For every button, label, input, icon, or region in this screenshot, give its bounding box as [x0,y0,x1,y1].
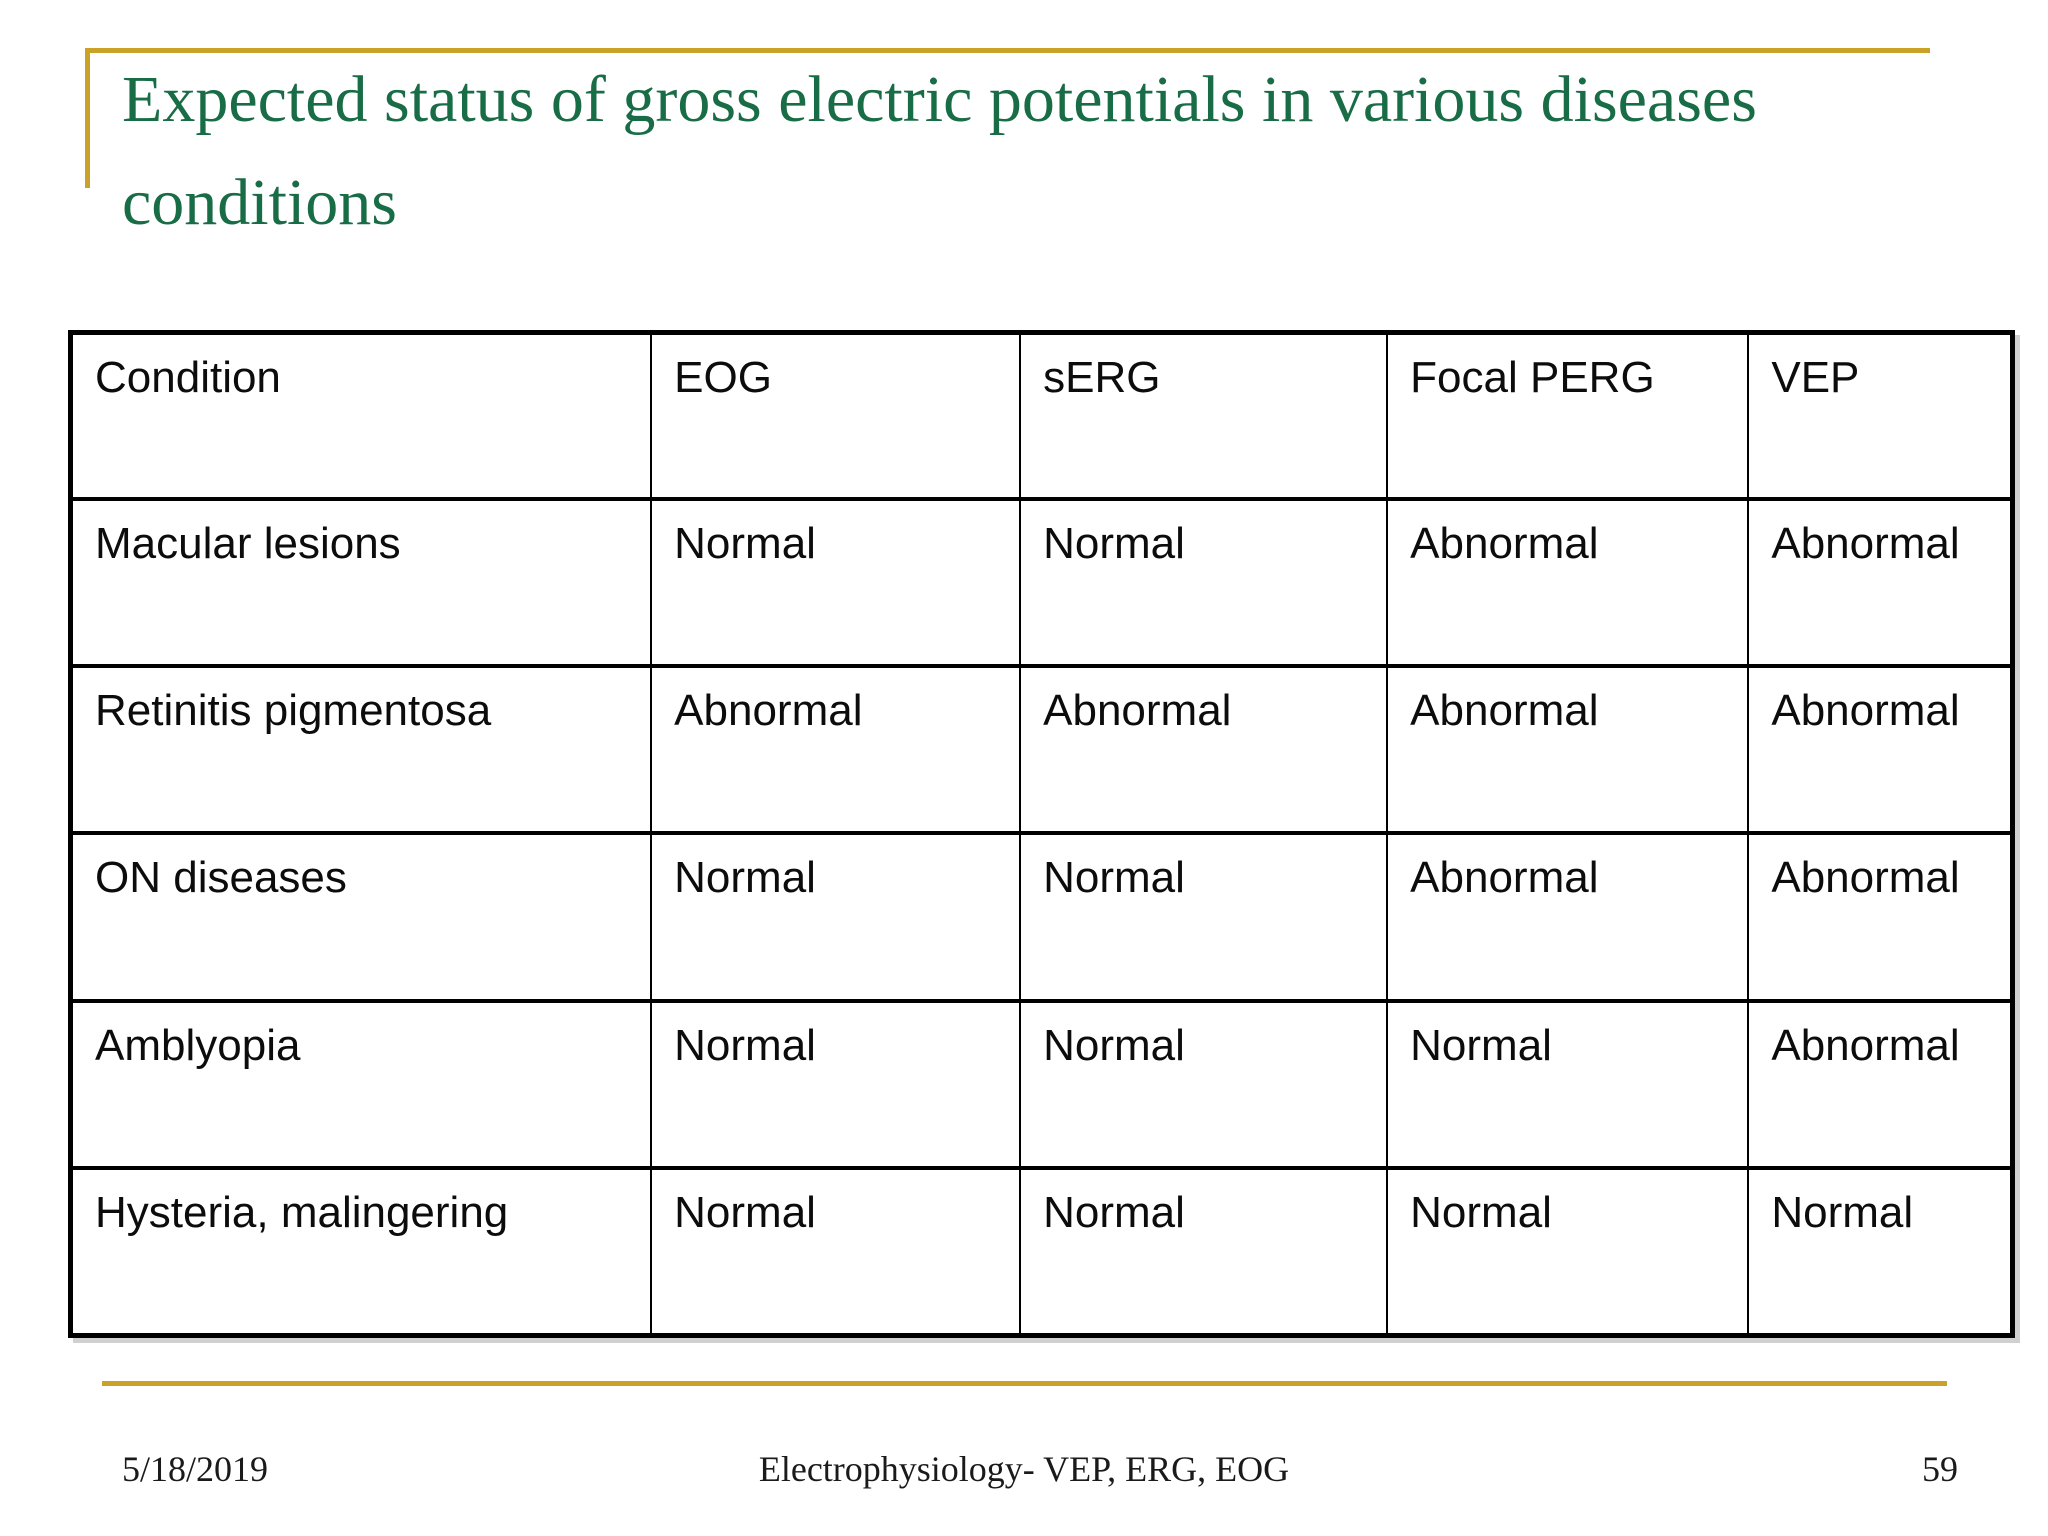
table-cell: Abnormal [1747,663,2014,836]
footer-date: 5/18/2019 [122,1449,269,1489]
table-cell: Normal [1019,496,1389,668]
header-cell-focal-perg: Focal PERG [1386,330,1750,501]
table-cell: Abnormal [1747,831,2014,1003]
table-cell: Abnormal [1386,663,1750,836]
title-accent-top-line [85,48,1930,53]
table-cell: Amblyopia [69,998,653,1171]
table-cell: Abnormal [1747,998,2014,1171]
header-cell-vep: VEP [1747,330,2014,501]
table-header-row: Condition EOG sERG Focal PERG VEP [69,330,2014,501]
page-title: Expected status of gross electric potent… [122,63,1757,239]
table-cell: Retinitis pigmentosa [69,663,653,836]
table-cell: Normal [1386,1166,1750,1338]
table-row-hysteria-malingering: Hysteria, malingering Normal Normal Norm… [69,1166,2014,1338]
table-cell: Abnormal [1019,663,1389,836]
table-cell: Abnormal [650,663,1022,836]
title-accent-vertical-line [85,48,90,188]
table-cell: Normal [1747,1166,2014,1338]
table-cell: Normal [1019,831,1389,1003]
table-row-macular-lesions: Macular lesions Normal Normal Abnormal A… [69,496,2014,668]
conditions-table: Condition EOG sERG Focal PERG VEP Macula… [68,330,2015,1338]
footer-center-text: Electrophysiology- VEP, ERG, EOG [758,1449,1290,1489]
table-cell: Normal [1019,1166,1389,1338]
table-cell: ON diseases [69,831,653,1003]
table-cell: Abnormal [1747,496,2014,668]
header-cell-eog: EOG [650,330,1022,501]
table-cell: Normal [650,496,1022,668]
table-cell: Abnormal [1386,831,1750,1003]
footer-page-number: 59 [1922,1449,1958,1489]
table-cell: Macular lesions [69,496,653,668]
table-cell: Abnormal [1386,496,1750,668]
table-row-amblyopia: Amblyopia Normal Normal Normal Abnormal [69,998,2014,1171]
table-cell: Hysteria, malingering [69,1166,653,1338]
header-cell-condition: Condition [69,330,653,501]
header-cell-serg: sERG [1019,330,1389,501]
table-row-retinitis-pigmentosa: Retinitis pigmentosa Abnormal Abnormal A… [69,663,2014,836]
footer-divider-line [102,1381,1947,1386]
table-cell: Normal [1019,998,1389,1171]
table-row-on-diseases: ON diseases Normal Normal Abnormal Abnor… [69,831,2014,1003]
table-cell: Normal [650,1166,1022,1338]
table-cell: Normal [1386,998,1750,1171]
table-cell: Normal [650,998,1022,1171]
table-cell: Normal [650,831,1022,1003]
